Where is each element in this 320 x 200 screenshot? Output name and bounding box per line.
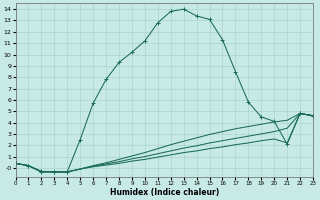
X-axis label: Humidex (Indice chaleur): Humidex (Indice chaleur) — [110, 188, 219, 197]
